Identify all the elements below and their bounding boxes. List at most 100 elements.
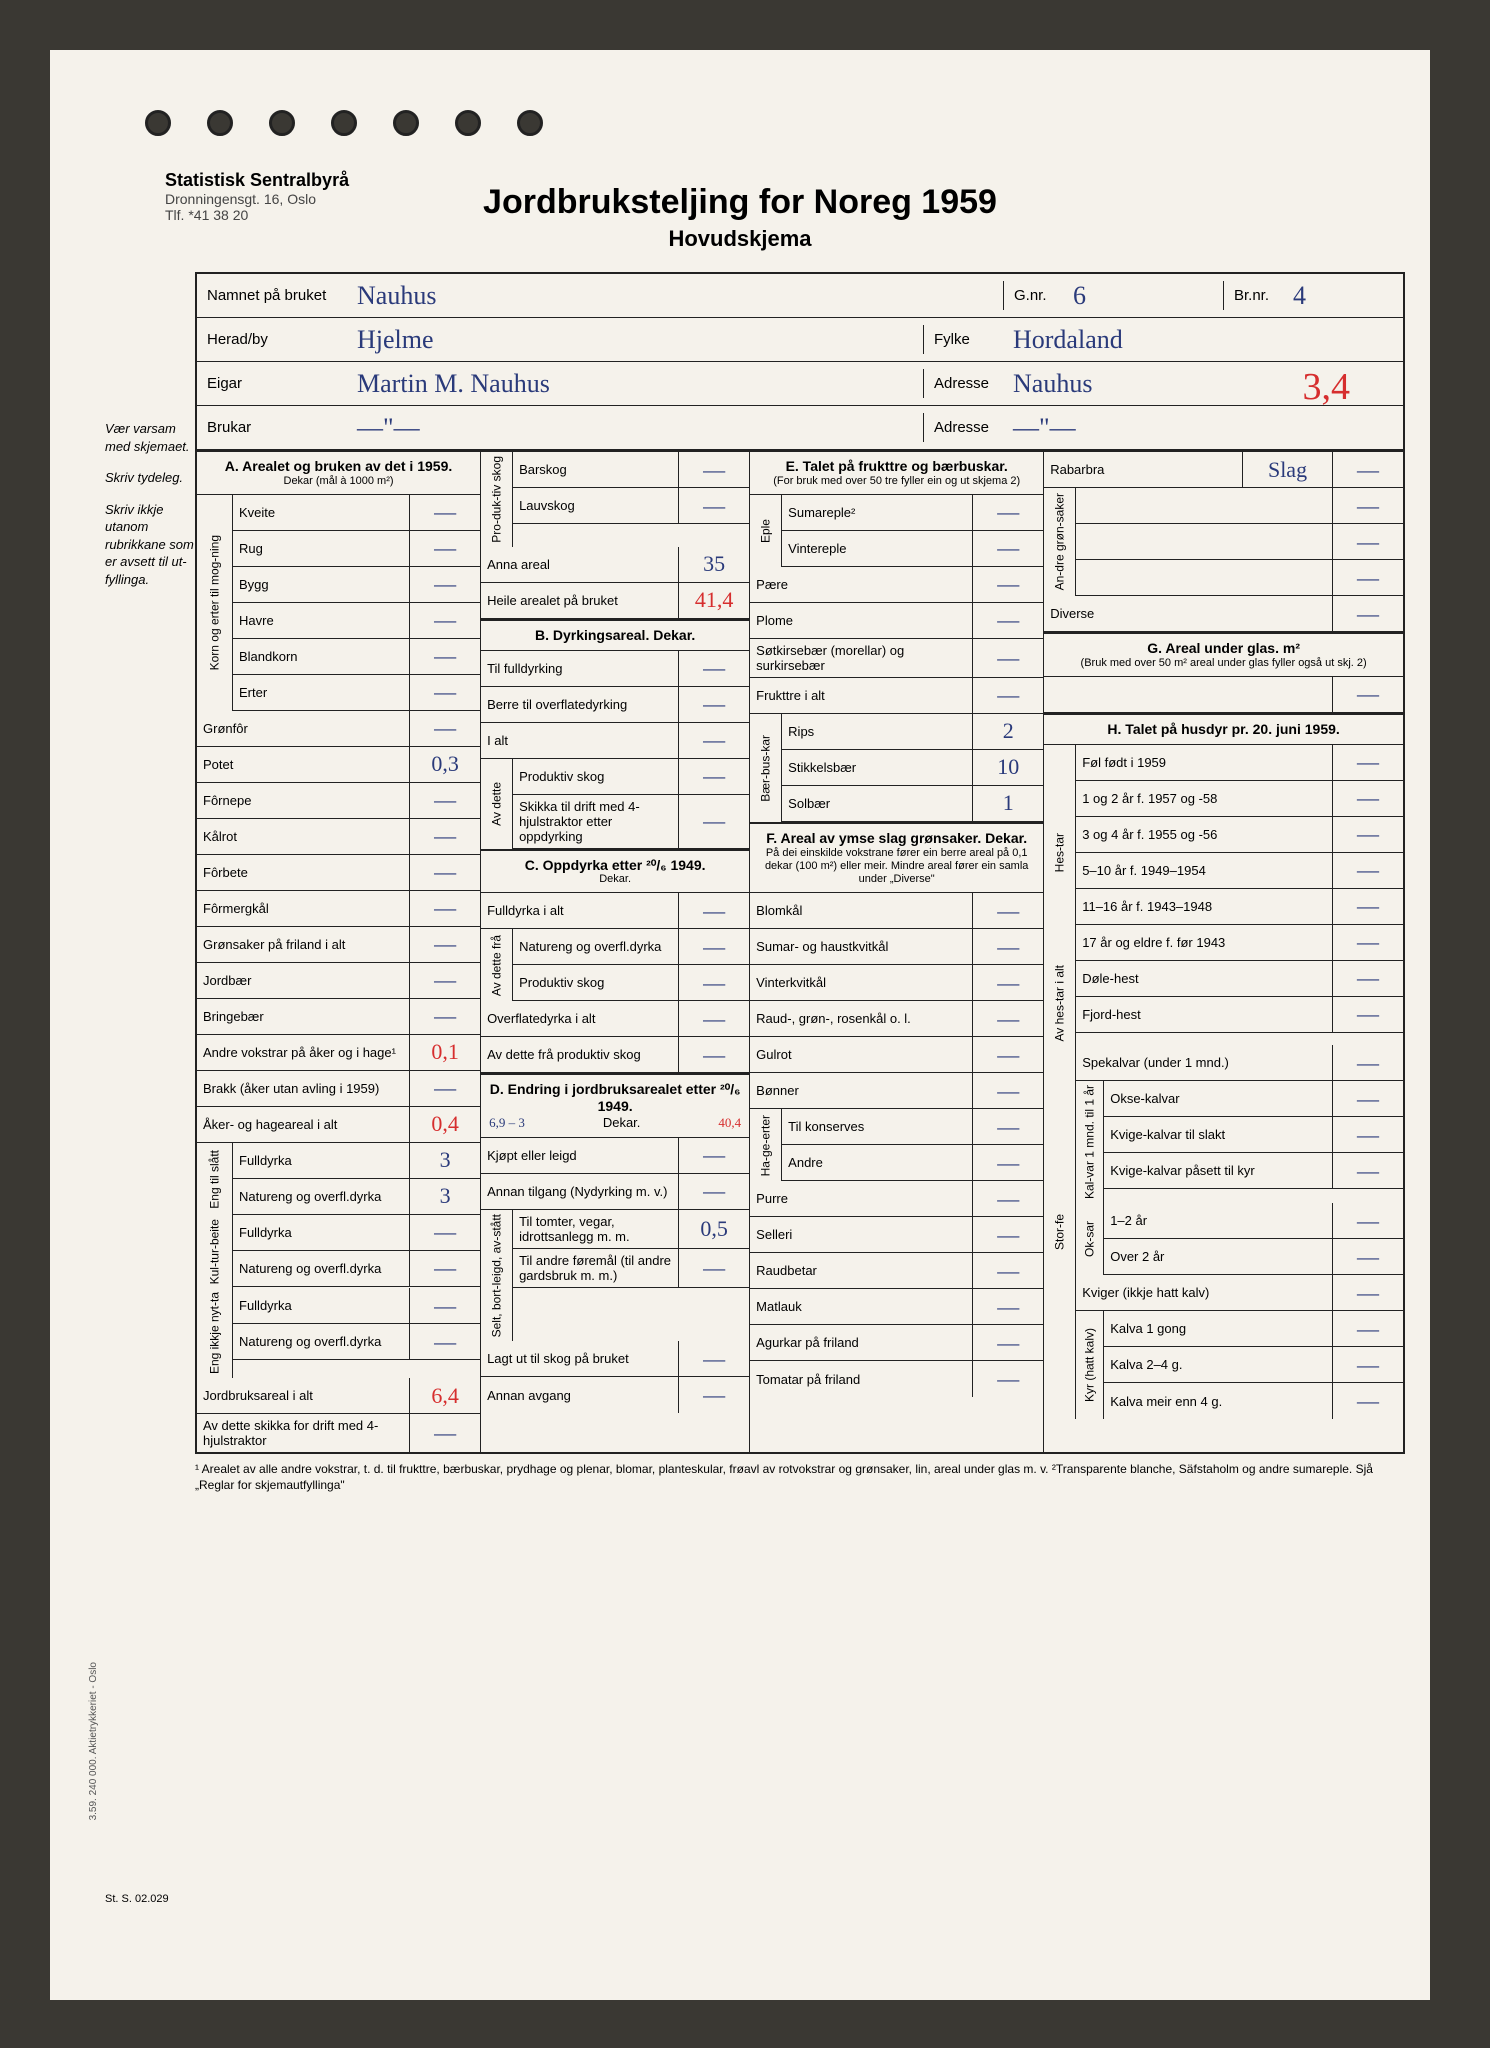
formergkal-value: —: [410, 891, 480, 926]
korn-vlabel: Korn og erter til mog-ning: [197, 495, 233, 711]
engikkje-nat-value: —: [410, 1324, 480, 1359]
selleri-label: Selleri: [750, 1217, 973, 1252]
kalvar-vlabel: Kal-var 1 mnd. til 1 år: [1076, 1081, 1104, 1203]
section-gh: RabarbraSlag— An-dre grøn-saker — — — Di…: [1044, 452, 1403, 1452]
bygg-label: Bygg: [233, 567, 410, 602]
fol-value: —: [1333, 745, 1403, 780]
andre-r3: [1076, 560, 1333, 595]
jordbaer-label: Jordbær: [197, 963, 410, 998]
17ar-value: —: [1333, 925, 1403, 960]
c-natureng-label: Natureng og overfl.dyrka: [513, 929, 679, 964]
fol-label: Føl født i 1959: [1076, 745, 1333, 780]
avdette-value: —: [410, 1414, 480, 1452]
c-overflate-label: Overflatedyrka i alt: [481, 1001, 679, 1036]
andre-r3-value: —: [1333, 560, 1403, 595]
11-16-value: —: [1333, 889, 1403, 924]
kalva4-label: Kalva meir enn 4 g.: [1104, 1383, 1333, 1419]
a-head: A. Arealet og bruken av det i 1959. Deka…: [197, 452, 480, 495]
plome-value: —: [973, 603, 1043, 638]
fylke-label: Fylke: [923, 325, 1003, 354]
sumar-value: —: [973, 495, 1043, 530]
kalva1-label: Kalva 1 gong: [1104, 1311, 1333, 1346]
anna-value: 35: [679, 547, 749, 582]
ialt-label: I alt: [481, 723, 679, 758]
1-2-value: —: [1333, 1203, 1403, 1238]
spe-value: —: [1333, 1045, 1403, 1080]
skikka-value: —: [679, 795, 749, 848]
print-code: 3.59. 240 000. Aktietrykkeriet - Oslo: [88, 1662, 99, 1820]
brukar-label: Brukar: [197, 413, 347, 442]
bygg-value: —: [410, 567, 480, 602]
dole-value: —: [1333, 961, 1403, 996]
kyr-vlabel: Kyr (hatt kalv): [1076, 1311, 1104, 1419]
h-head: H. Talet på husdyr pr. 20. juni 1959.: [1044, 713, 1403, 745]
hage-vlabel: Ha-ge-erter: [750, 1109, 782, 1181]
paere-value: —: [973, 567, 1043, 602]
17ar-label: 17 år og eldre f. før 1943: [1076, 925, 1333, 960]
c-overflate-value: —: [679, 1001, 749, 1036]
brnr-label: Br.nr.: [1223, 281, 1283, 310]
purre-label: Purre: [750, 1181, 973, 1216]
g-blank: [1044, 677, 1333, 712]
note-2: Skriv tydeleg.: [105, 469, 195, 487]
formergkal-label: Fôrmergkål: [197, 891, 410, 926]
havre-label: Havre: [233, 603, 410, 638]
name-label: Namnet på bruket: [197, 281, 347, 310]
sumarkal-label: Sumar- og haustkvitkål: [750, 929, 973, 964]
eng-full-label: Fulldyrka: [233, 1143, 410, 1178]
avgang-value: —: [679, 1377, 749, 1413]
lagt-value: —: [679, 1341, 749, 1376]
fjord-value: —: [1333, 997, 1403, 1032]
form-page: Statistisk Sentralbyrå Dronningensgt. 16…: [50, 50, 1430, 2000]
form-subtitle: Hovudskjema: [95, 226, 1385, 252]
andre-r2: [1076, 524, 1333, 559]
fulldyrk-value: —: [679, 651, 749, 686]
kalrot-value: —: [410, 819, 480, 854]
section-ef: E. Talet på frukttre og bærbuskar.(For b…: [750, 452, 1044, 1452]
eng-full-value: 3: [410, 1143, 480, 1178]
ialt-value: —: [679, 723, 749, 758]
engikkje-vlabel: Eng ikkje nyt-ta: [197, 1288, 233, 1378]
lagt-label: Lagt ut til skog på bruket: [481, 1341, 679, 1376]
heile-label: Heile arealet på bruket: [481, 583, 679, 618]
erter-value: —: [410, 675, 480, 710]
red-annotation: 3,4: [1303, 365, 1351, 409]
blandkorn-label: Blandkorn: [233, 639, 410, 674]
eng-nat-label: Natureng og overfl.dyrka: [233, 1179, 410, 1214]
annan-value: —: [679, 1174, 749, 1209]
lauvskog-value: —: [679, 488, 749, 523]
gulrot-value: —: [973, 1037, 1043, 1072]
side-instructions: Vær varsam med skjemaet. Skriv tydeleg. …: [105, 420, 195, 602]
dole-label: Døle-hest: [1076, 961, 1333, 996]
kalva24-label: Kalva 2–4 g.: [1104, 1347, 1333, 1382]
rips-label: Rips: [782, 714, 973, 749]
herad-label: Herad/by: [197, 325, 347, 354]
sotkirse-label: Søtkirsebær (morellar) og surkirsebær: [750, 639, 973, 677]
andre-r2-value: —: [1333, 524, 1403, 559]
konserv-label: Til konserves: [782, 1109, 973, 1144]
gulrot-label: Gulrot: [750, 1037, 973, 1072]
anna-label: Anna areal: [481, 547, 679, 582]
herad-value: Hjelme: [347, 319, 923, 361]
spe-label: Spekalvar (under 1 mnd.): [1076, 1045, 1333, 1080]
barskog-value: —: [679, 452, 749, 487]
avfra-vlabel: Av dette frå: [481, 929, 513, 1001]
bonner-label: Bønner: [750, 1073, 973, 1108]
bonner-value: —: [973, 1073, 1043, 1108]
kjopt-label: Kjøpt eller leigd: [481, 1138, 679, 1173]
kvige-value: —: [1333, 1117, 1403, 1152]
sotkirse-value: —: [973, 639, 1043, 677]
agurkar-label: Agurkar på friland: [750, 1325, 973, 1360]
avgang-label: Annan avgang: [481, 1377, 679, 1413]
paere-label: Pære: [750, 567, 973, 602]
gronfor-label: Grønfôr: [197, 711, 410, 746]
rug-label: Rug: [233, 531, 410, 566]
vinterkvitkal-label: Vinterkvitkål: [750, 965, 973, 1000]
footnote: ¹ Arealet av alle andre vokstrar, t. d. …: [195, 1462, 1405, 1493]
tomter-label: Til tomter, vegar, idrottsanlegg m. m.: [513, 1210, 679, 1248]
3og4-value: —: [1333, 817, 1403, 852]
purre-value: —: [973, 1181, 1043, 1216]
andre-r1: [1076, 488, 1333, 523]
rabarbra-label: Rabarbra: [1044, 452, 1243, 487]
f-andre-value: —: [973, 1145, 1043, 1180]
